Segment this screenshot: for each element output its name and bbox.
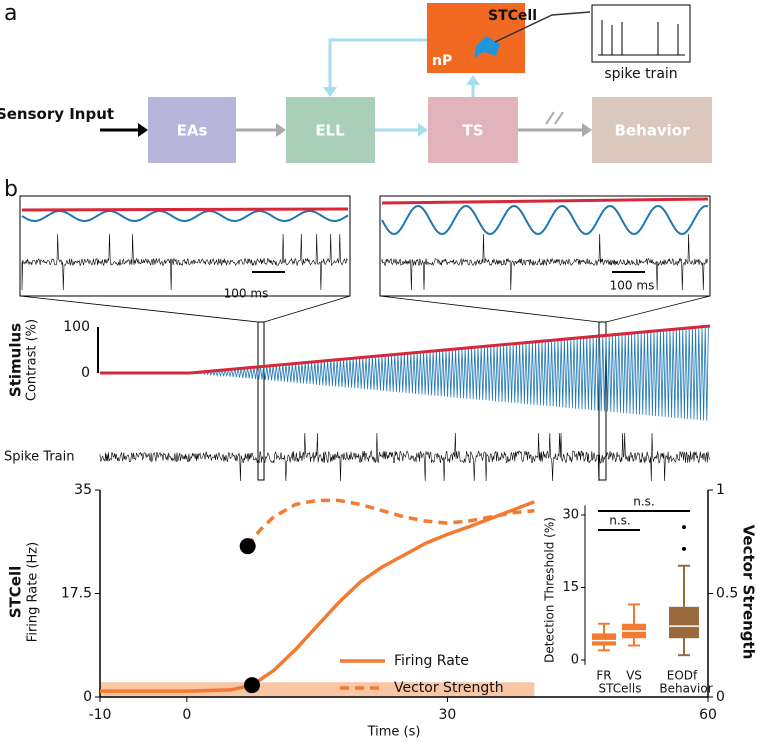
- arrow: [466, 75, 480, 85]
- marker: [239, 538, 256, 555]
- y-tick-label: 17.5: [61, 586, 92, 602]
- y2-tick-label: 0.5: [716, 586, 738, 602]
- annotation: n.s.: [609, 514, 631, 528]
- y2-tick-label: 1: [716, 482, 725, 498]
- x-tick-label: 60: [699, 707, 717, 723]
- box: [669, 606, 699, 639]
- noise-band: [100, 682, 535, 697]
- marker: [244, 677, 260, 694]
- node: [286, 97, 375, 163]
- nucleus-label: nP: [432, 53, 452, 69]
- inset: [379, 195, 711, 297]
- y2-tick-label: 0: [716, 689, 725, 705]
- inset-y-tick-label: 30: [562, 508, 579, 523]
- node-label: TS: [462, 122, 483, 140]
- spike-train-label: Spike Train: [4, 450, 75, 465]
- node: [148, 97, 236, 163]
- arrow: [138, 123, 148, 137]
- category-label: VS: [626, 669, 642, 683]
- inset: [19, 195, 351, 297]
- sine: [21, 210, 349, 222]
- contrast-label: Contrast (%): [25, 319, 40, 401]
- outlier: [682, 525, 686, 530]
- recording-label: spike train: [604, 66, 677, 82]
- break: [545, 111, 564, 125]
- traces: 100 ms 100 ms Stimulus Contrast (%) Spik…: [4, 195, 711, 481]
- box: [592, 633, 616, 646]
- inset-y-tick-label: 0: [571, 653, 579, 668]
- spikes: [598, 20, 685, 56]
- sine: [381, 204, 709, 236]
- contrast-tick-label: 0: [81, 365, 90, 381]
- electrode: [494, 11, 591, 43]
- y2-axis-label: Vector Strength: [740, 525, 757, 660]
- y-axis-label: Firing Rate (Hz): [26, 542, 41, 642]
- inset-bg: [540, 495, 705, 695]
- legend-label: Firing Rate: [394, 653, 469, 669]
- node-label: EAs: [177, 122, 208, 140]
- legend-label: Vector Strength: [394, 680, 504, 696]
- ramp: [189, 324, 711, 375]
- panel-label: b: [4, 177, 18, 202]
- contrast-tick-label: 100: [63, 319, 90, 335]
- x-tick-label: 0: [182, 707, 191, 723]
- input-label: Sensory Input: [0, 105, 114, 123]
- x-tick-label: 30: [439, 707, 457, 723]
- arrow: [323, 87, 337, 97]
- spike-train: [231, 432, 710, 482]
- series-line: [100, 500, 535, 693]
- panel-label: a: [4, 1, 17, 26]
- spike-train: [99, 451, 232, 463]
- node: [428, 97, 518, 163]
- cell-icon: [474, 36, 500, 58]
- stimulus: [100, 325, 709, 421]
- spikes: [381, 233, 708, 291]
- zoom-window: [598, 321, 607, 481]
- node-label: Behavior: [614, 122, 690, 140]
- category-label: FR: [596, 669, 611, 683]
- ramp: [381, 197, 709, 205]
- spikes: [21, 233, 348, 291]
- group-label: STCells: [599, 682, 642, 696]
- ramp: [21, 207, 349, 212]
- series-line: [246, 498, 535, 547]
- annotation: n.s.: [633, 495, 655, 509]
- scale-bar-label: 100 ms: [224, 287, 269, 301]
- inset-y-label: Detection Threshold (%): [543, 517, 557, 663]
- node: [592, 97, 712, 163]
- y-tick-label: 35: [74, 482, 92, 498]
- category-label: EODf: [667, 669, 698, 683]
- x-tick-label: -10: [89, 707, 112, 723]
- stimulus-label: Stimulus: [7, 323, 25, 397]
- chart-title: STCell: [7, 566, 25, 619]
- inset-y-tick-label: 15: [562, 580, 579, 595]
- diagram: Sensory Input EAs ELL TS Behavior STCell…: [0, 3, 712, 163]
- cell-label: STCell: [488, 8, 537, 24]
- outlier: [682, 546, 686, 551]
- y-tick-label: 0: [83, 689, 92, 705]
- x-axis-label: Time (s): [367, 725, 421, 740]
- arrow: [276, 123, 286, 137]
- group-label: Behavior: [659, 682, 712, 696]
- arrow: [582, 123, 592, 137]
- recording-box: [591, 4, 691, 63]
- arrow: [328, 38, 427, 87]
- scale-bar-label: 100 ms: [610, 279, 655, 293]
- zoom-line: [19, 295, 711, 323]
- cell-box: [427, 3, 525, 73]
- arrow: [418, 123, 428, 137]
- zoom-window: [257, 321, 265, 481]
- node-label: ELL: [315, 122, 345, 140]
